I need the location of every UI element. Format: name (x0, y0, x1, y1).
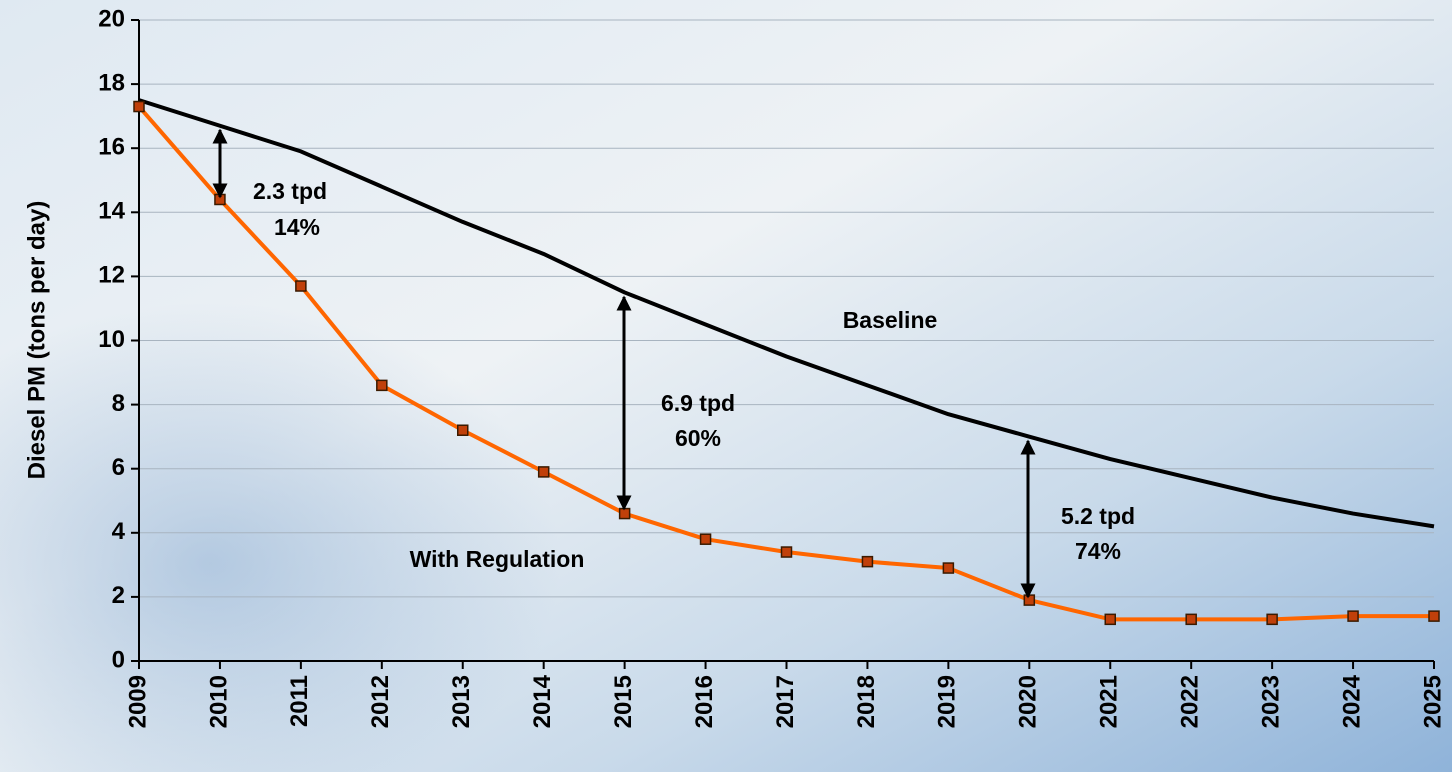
arrows (212, 128, 1036, 599)
x-tick-label: 2019 (934, 675, 961, 728)
y-tick-label: 12 (98, 262, 125, 289)
x-tick-label: 2017 (772, 675, 799, 728)
marker (376, 379, 388, 392)
series-label: Baseline (843, 307, 938, 333)
y-tick-label: 6 (112, 454, 125, 481)
y-tick-label: 2 (112, 582, 125, 609)
x-tick-label: 2009 (124, 675, 151, 728)
x-tick-label: 2022 (1177, 675, 1204, 728)
x-tick-label: 2013 (448, 675, 475, 728)
series-label: With Regulation (410, 546, 585, 572)
x-tick-label: 2011 (286, 675, 313, 727)
annotation: 14% (274, 214, 320, 240)
y-tick-label: 18 (98, 69, 125, 96)
annotation: 6.9 tpd (661, 390, 735, 416)
x-tick-label: 2016 (691, 675, 718, 728)
y-tick-label: 14 (98, 198, 125, 225)
annotation: 2.3 tpd (253, 178, 327, 204)
marker (457, 424, 469, 436)
y-axis-label: Diesel PM (tons per day) (23, 201, 50, 480)
x-tick-label: 2025 (1419, 675, 1446, 728)
x-tick-label: 2014 (529, 674, 556, 728)
y-tick-label: 8 (112, 390, 125, 417)
x-tick-label: 2023 (1257, 675, 1284, 728)
y-tick-label: 0 (112, 646, 125, 673)
x-tick-label: 2024 (1338, 674, 1365, 728)
x-tick-label: 2015 (610, 675, 637, 728)
marker (942, 562, 955, 574)
x-tick-label: 2012 (367, 675, 394, 728)
marker (295, 280, 307, 292)
annotation: 60% (675, 425, 721, 451)
y-tick-label: 16 (98, 134, 125, 161)
marker (618, 507, 631, 520)
marker (537, 466, 550, 478)
marker (133, 100, 145, 113)
marker (861, 555, 874, 568)
marker (1104, 613, 1116, 626)
series-line (138, 98, 1435, 529)
background-cloud (0, 250, 700, 772)
marker (1428, 610, 1440, 622)
annotation: 5.2 tpd (1061, 503, 1135, 529)
marker (699, 533, 712, 545)
marker (1185, 613, 1197, 626)
y-tick-label: 20 (98, 5, 125, 32)
y-tick-label: 10 (98, 326, 125, 353)
x-tick-label: 2020 (1015, 675, 1042, 728)
x-tick-label: 2018 (853, 675, 880, 728)
marker (1266, 613, 1278, 626)
marker (780, 546, 793, 558)
x-tick-label: 2010 (205, 675, 232, 728)
y-tick-label: 4 (112, 518, 126, 545)
x-tick-label: 2021 (1096, 675, 1123, 728)
marker (1347, 610, 1359, 622)
annotation: 74% (1075, 538, 1121, 564)
